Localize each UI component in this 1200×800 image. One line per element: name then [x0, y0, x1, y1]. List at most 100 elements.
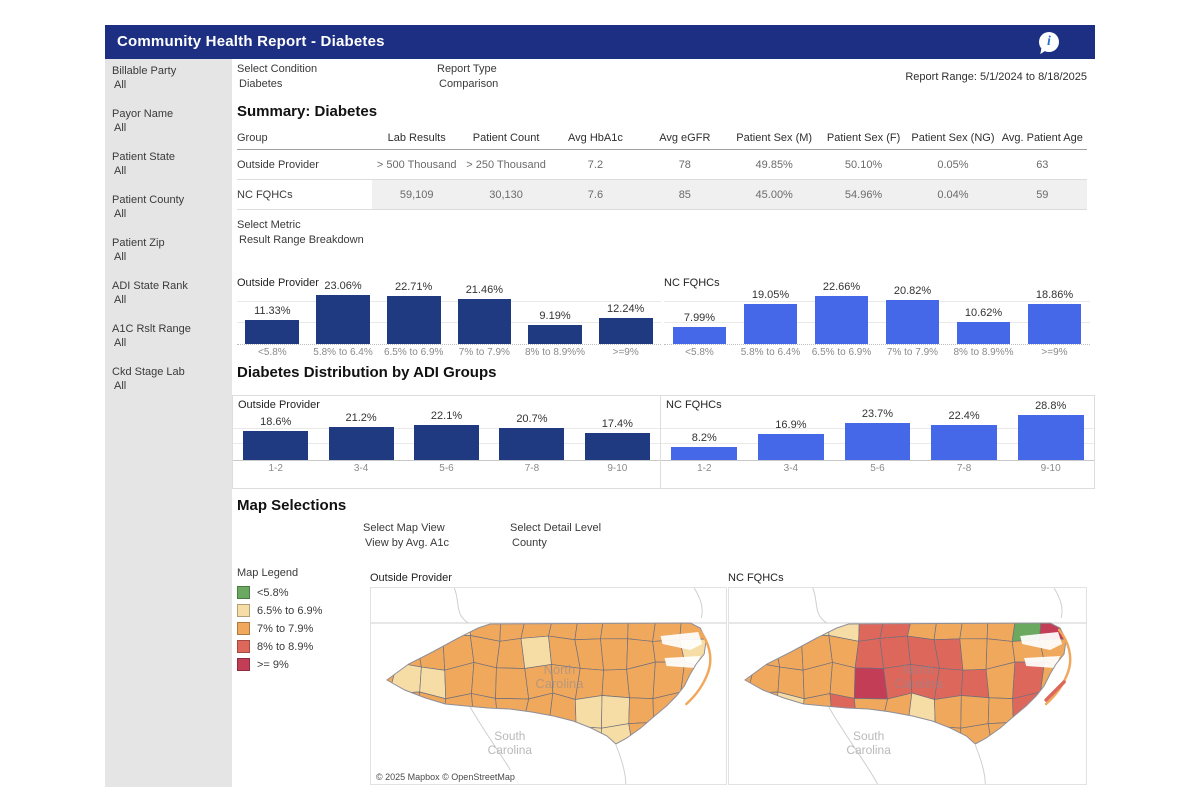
county-shape[interactable] — [600, 606, 630, 640]
bar-3-4[interactable] — [328, 426, 394, 460]
county-shape[interactable] — [712, 604, 726, 639]
county-shape[interactable] — [371, 693, 397, 726]
county-shape[interactable] — [574, 608, 606, 641]
bar--5.8-[interactable] — [245, 319, 300, 344]
filter-value-dropdown[interactable]: All — [114, 380, 127, 392]
county-shape[interactable] — [959, 638, 988, 671]
county-shape[interactable] — [442, 693, 475, 726]
county-shape[interactable] — [987, 721, 1021, 757]
bar-5-6[interactable] — [844, 422, 911, 460]
bar--9-[interactable] — [598, 318, 653, 344]
legend-item[interactable]: 7% to 7.9% — [237, 622, 322, 635]
select-metric-value[interactable]: Result Range Breakdown — [239, 234, 364, 246]
county-shape[interactable] — [395, 608, 419, 642]
county-shape[interactable] — [746, 662, 781, 694]
county-shape[interactable] — [1070, 639, 1086, 670]
bar-5.8-to-6.4-[interactable] — [316, 295, 370, 344]
county-shape[interactable] — [1072, 604, 1086, 639]
bar-5.8-to-6.4-[interactable] — [743, 303, 798, 344]
county-shape[interactable] — [746, 691, 779, 726]
county-shape[interactable] — [653, 721, 682, 757]
legend-item[interactable]: 6.5% to 6.9% — [237, 604, 322, 617]
bar--9-[interactable] — [1027, 304, 1082, 344]
county-shape[interactable] — [800, 605, 830, 636]
bar-7-to-7.9-[interactable] — [885, 299, 940, 344]
county-shape[interactable] — [652, 661, 686, 700]
bar-7-8[interactable] — [499, 427, 565, 460]
map-canvas[interactable]: North Carolina South Carolina — [728, 587, 1087, 785]
county-shape[interactable] — [1064, 723, 1086, 757]
county-shape[interactable] — [774, 608, 804, 638]
county-shape[interactable] — [1069, 663, 1086, 692]
county-shape[interactable] — [575, 726, 602, 754]
county-shape[interactable] — [800, 723, 834, 755]
county-shape[interactable] — [960, 695, 990, 729]
county-shape[interactable] — [754, 608, 777, 642]
county-shape[interactable] — [496, 638, 526, 669]
county-shape[interactable] — [829, 661, 856, 699]
legend-item[interactable]: >= 9% — [237, 658, 322, 671]
county-shape[interactable] — [907, 725, 942, 755]
county-shape[interactable] — [710, 639, 726, 670]
legend-item[interactable]: 8% to 8.9% — [237, 640, 322, 653]
county-shape[interactable] — [628, 721, 661, 757]
county-shape[interactable] — [754, 636, 781, 668]
county-shape[interactable] — [800, 693, 834, 726]
filter-value-dropdown[interactable]: All — [114, 251, 127, 263]
table-row[interactable]: NC FQHCs 59,109 30,130 7.6 85 45.00% 54.96% 0.0… — [237, 180, 1087, 210]
county-shape[interactable] — [708, 691, 726, 727]
bar-6.5-to-6.9-[interactable] — [386, 295, 441, 344]
county-shape[interactable] — [729, 693, 756, 726]
county-shape[interactable] — [704, 723, 726, 757]
filter-value-dropdown[interactable]: All — [114, 337, 127, 349]
county-shape[interactable] — [371, 640, 398, 664]
county-shape[interactable] — [678, 723, 709, 757]
county-shape[interactable] — [388, 662, 422, 694]
table-row[interactable]: Outside Provider > 500 Thousand > 250 Thou… — [237, 150, 1087, 180]
bar-7-8[interactable] — [931, 424, 997, 460]
county-shape[interactable] — [748, 722, 775, 750]
county-shape[interactable] — [442, 723, 475, 755]
filter-value-dropdown[interactable]: All — [114, 122, 127, 134]
bar-6.5-to-6.9-[interactable] — [814, 295, 869, 344]
bar-8-to-8.9-[interactable] — [528, 324, 582, 344]
county-shape[interactable] — [600, 638, 629, 671]
county-shape[interactable] — [601, 695, 630, 729]
legend-item[interactable]: <5.8% — [237, 586, 322, 599]
county-shape[interactable] — [601, 668, 630, 699]
outer-banks[interactable] — [685, 628, 712, 706]
county-shape[interactable] — [773, 722, 809, 756]
outer-banks[interactable] — [1044, 628, 1072, 706]
bar-3-4[interactable] — [757, 433, 824, 460]
bar-1-2[interactable] — [243, 430, 309, 460]
county-shape[interactable] — [959, 606, 989, 640]
county-shape[interactable] — [960, 668, 990, 699]
county-shape[interactable] — [933, 608, 965, 641]
filter-value-dropdown[interactable]: All — [114, 208, 127, 220]
bar--5.8-[interactable] — [672, 327, 727, 344]
county-shape[interactable] — [396, 636, 422, 668]
county-shape[interactable] — [729, 719, 756, 752]
county-shape[interactable] — [471, 661, 497, 699]
select-condition-value[interactable]: Diabetes — [239, 78, 283, 90]
filter-value-dropdown[interactable]: All — [114, 294, 127, 306]
bar-9-10[interactable] — [1017, 414, 1084, 460]
county-shape[interactable] — [854, 638, 885, 669]
county-shape[interactable] — [548, 725, 583, 755]
bar-9-10[interactable] — [584, 432, 650, 460]
outer-banks-red-segment[interactable] — [1044, 680, 1066, 702]
county-shape[interactable] — [1012, 721, 1042, 757]
county-shape[interactable] — [853, 667, 889, 700]
county-shape[interactable] — [390, 722, 417, 750]
select-map-view-value[interactable]: View by Avg. A1c — [365, 537, 449, 549]
county-shape[interactable] — [1037, 723, 1068, 757]
select-detail-level-value[interactable]: County — [512, 537, 547, 549]
filter-value-dropdown[interactable]: All — [114, 79, 127, 91]
county-shape[interactable] — [1068, 691, 1086, 727]
county-shape[interactable] — [414, 722, 451, 756]
county-shape[interactable] — [934, 726, 962, 754]
county-shape[interactable] — [415, 608, 445, 638]
county-shape[interactable] — [388, 691, 421, 726]
bar-8-to-8.9-[interactable] — [956, 321, 1011, 344]
county-shape[interactable] — [709, 663, 726, 692]
